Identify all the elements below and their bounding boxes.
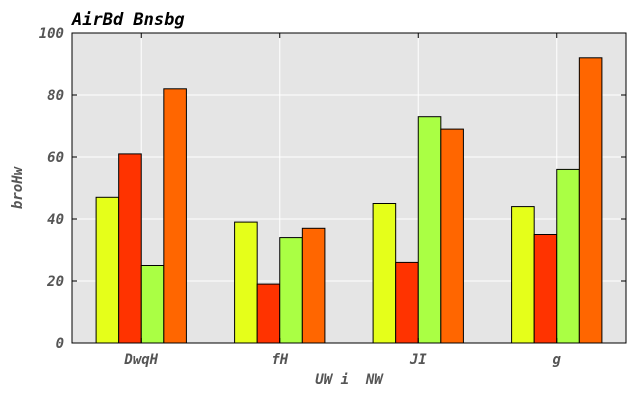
bar [440,128,464,344]
x-axis-label: UW i NW [315,372,384,388]
y-tick-label: 60 [47,150,64,166]
y-tick-label: 20 [46,274,64,290]
bar [578,57,603,344]
bar [556,168,580,344]
x-tick-label: fH [271,352,288,368]
bar [279,237,303,344]
bar [395,261,419,344]
chart-title: AirBd Bnsbg [71,10,185,30]
bar [163,88,187,344]
y-tick-label: 80 [47,88,64,104]
x-tick-label: g [553,352,562,368]
bar [372,203,397,344]
bar [234,221,258,344]
bar [118,153,142,344]
bar [417,116,442,344]
x-tick-label: JI [409,352,427,368]
y-tick-label: 100 [39,26,64,42]
x-tick-label: DwqH [123,352,158,368]
bar [95,196,120,344]
ticks: 0 20 40 60 80 100 DwqH fH JI g [39,26,626,368]
bar [256,283,281,344]
y-tick-label: 0 [56,336,64,352]
bar [140,265,165,344]
y-tick-label: 40 [47,212,64,228]
bar [301,227,326,344]
y-axis-label: broHw [10,165,26,209]
plot-frame [71,32,627,344]
bar [533,234,558,344]
bar [511,206,535,344]
